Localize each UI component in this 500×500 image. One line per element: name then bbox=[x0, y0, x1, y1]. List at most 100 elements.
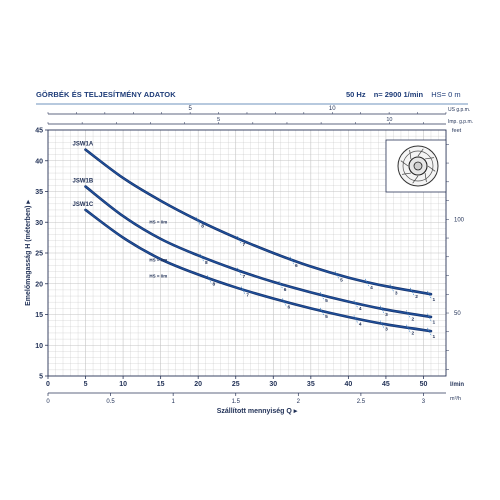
m3h-tick-label: 3 bbox=[422, 399, 426, 405]
operating-conditions: 50 Hz n= 2900 1/min HS= 0 m bbox=[346, 90, 461, 99]
x-unit-label: l/min bbox=[450, 382, 464, 388]
series-label: JSW1B bbox=[73, 179, 94, 185]
impeller-vane bbox=[427, 165, 436, 172]
series-line-highlight bbox=[84, 185, 432, 318]
x-tick-label: 5 bbox=[84, 381, 88, 388]
op-point-label: 7 bbox=[242, 242, 245, 248]
op-point-label: 6 bbox=[288, 304, 291, 310]
op-point-label: 2 bbox=[411, 316, 414, 322]
x-tick-label: 45 bbox=[382, 381, 390, 388]
us-gpm-unit-label: US g.p.m. bbox=[448, 107, 470, 113]
op-point-label: 1 bbox=[432, 297, 435, 303]
op-point-marker bbox=[379, 305, 385, 314]
op-point-label: 6 bbox=[295, 263, 298, 269]
impeller-center bbox=[413, 161, 423, 171]
op-point-label: 7 bbox=[242, 274, 245, 280]
op-point-marker bbox=[319, 291, 325, 301]
op-point-label: 7 bbox=[246, 293, 249, 299]
x-tick-label: 15 bbox=[157, 381, 165, 388]
op-point-marker bbox=[406, 310, 411, 319]
feet-tick-label: 100 bbox=[454, 217, 465, 223]
y-tick-label: 20 bbox=[35, 281, 43, 288]
op-point-label: 8 bbox=[201, 223, 204, 229]
hs-label: HS= 0 m bbox=[431, 90, 461, 99]
x-tick-label: 25 bbox=[232, 381, 240, 388]
op-point-marker bbox=[195, 217, 201, 226]
op-point-label: 6 bbox=[284, 287, 287, 293]
impeller-vane bbox=[400, 160, 409, 167]
op-point-label: 4 bbox=[359, 306, 362, 312]
feet-unit-label: feet bbox=[452, 128, 462, 134]
chart-title: GÖRBÉK ÉS TELJESÍTMÉNY ADATOK bbox=[36, 90, 176, 99]
m3h-tick-label: 1 bbox=[171, 399, 175, 405]
op-point-label: 4 bbox=[359, 321, 362, 327]
series-line-highlight bbox=[84, 148, 432, 295]
series-label: JSW1A bbox=[73, 142, 94, 148]
m3h-tick-label: 0.5 bbox=[106, 399, 115, 405]
series-line-highlight bbox=[84, 209, 432, 332]
op-point-marker bbox=[427, 290, 432, 300]
op-point-marker bbox=[353, 300, 359, 309]
x-tick-label: 10 bbox=[119, 381, 127, 388]
op-point-marker bbox=[379, 320, 385, 329]
op-point-label: 4 bbox=[370, 285, 373, 291]
us-gpm-tick-label: 10 bbox=[329, 106, 336, 112]
x-axis-title: Szállított mennyiség Q ▸ bbox=[217, 408, 298, 415]
impeller-vane bbox=[417, 148, 424, 157]
op-point-marker bbox=[427, 313, 432, 322]
x-tick-label: 20 bbox=[194, 381, 202, 388]
op-point-label: 8 bbox=[205, 260, 208, 266]
x-tick-label: 35 bbox=[307, 381, 315, 388]
op-point-marker bbox=[427, 327, 432, 337]
op-point-label: 3 bbox=[385, 312, 388, 318]
op-point-label: 2 bbox=[411, 331, 414, 337]
y-axis-title: Emelőmagasság H (méterben) ▸ bbox=[25, 200, 32, 306]
y-tick-label: 10 bbox=[35, 343, 43, 350]
op-point-marker bbox=[237, 236, 242, 245]
m3h-unit-label: m³/h bbox=[450, 396, 461, 402]
hs-curve-label: HS = 0m bbox=[149, 273, 167, 278]
imp-gpm-tick-label: 10 bbox=[386, 117, 392, 123]
op-point-marker bbox=[334, 271, 340, 280]
y-tick-label: 25 bbox=[35, 251, 43, 258]
x-tick-label: 40 bbox=[344, 381, 352, 388]
op-point-label: 2 bbox=[415, 294, 418, 300]
y-tick-label: 45 bbox=[35, 128, 43, 135]
m3h-tick-label: 0 bbox=[46, 399, 50, 405]
op-point-label: 8 bbox=[212, 281, 215, 287]
op-point-label: 1 bbox=[432, 334, 435, 340]
op-point-marker bbox=[237, 267, 242, 276]
op-point-marker bbox=[289, 256, 295, 265]
op-point-marker bbox=[240, 286, 246, 295]
series-label: JSW1C bbox=[73, 202, 94, 208]
op-point-label: 3 bbox=[385, 327, 388, 333]
op-point-label: 5 bbox=[340, 277, 343, 283]
m3h-tick-label: 2.5 bbox=[357, 399, 366, 405]
op-point-marker bbox=[406, 324, 411, 333]
op-point-marker bbox=[199, 253, 205, 263]
y-tick-label: 35 bbox=[35, 189, 43, 196]
x-tick-label: 50 bbox=[420, 381, 428, 388]
x-tick-label: 30 bbox=[269, 381, 277, 388]
op-point-label: 1 bbox=[432, 320, 435, 326]
op-point-label: 5 bbox=[325, 298, 328, 304]
feet-tick-label: 50 bbox=[454, 311, 461, 317]
op-point-marker bbox=[278, 280, 284, 290]
impeller-vane bbox=[409, 150, 412, 159]
impeller-vane bbox=[402, 172, 411, 175]
op-point-marker bbox=[319, 307, 325, 317]
y-tick-label: 30 bbox=[35, 220, 43, 227]
op-point-marker bbox=[409, 287, 415, 297]
imp-gpm-unit-label: Imp. g.p.m. bbox=[448, 119, 473, 125]
op-point-marker bbox=[389, 284, 395, 293]
op-point-marker bbox=[353, 315, 359, 324]
impeller-vane bbox=[424, 173, 427, 182]
op-point-label: 5 bbox=[325, 314, 328, 320]
hs-curve-label: HS = 0m bbox=[149, 219, 167, 224]
us-gpm-tick-label: 5 bbox=[188, 106, 192, 112]
impeller-vane bbox=[425, 157, 434, 160]
frequency-label: 50 Hz bbox=[346, 90, 366, 99]
op-point-marker bbox=[364, 278, 370, 288]
